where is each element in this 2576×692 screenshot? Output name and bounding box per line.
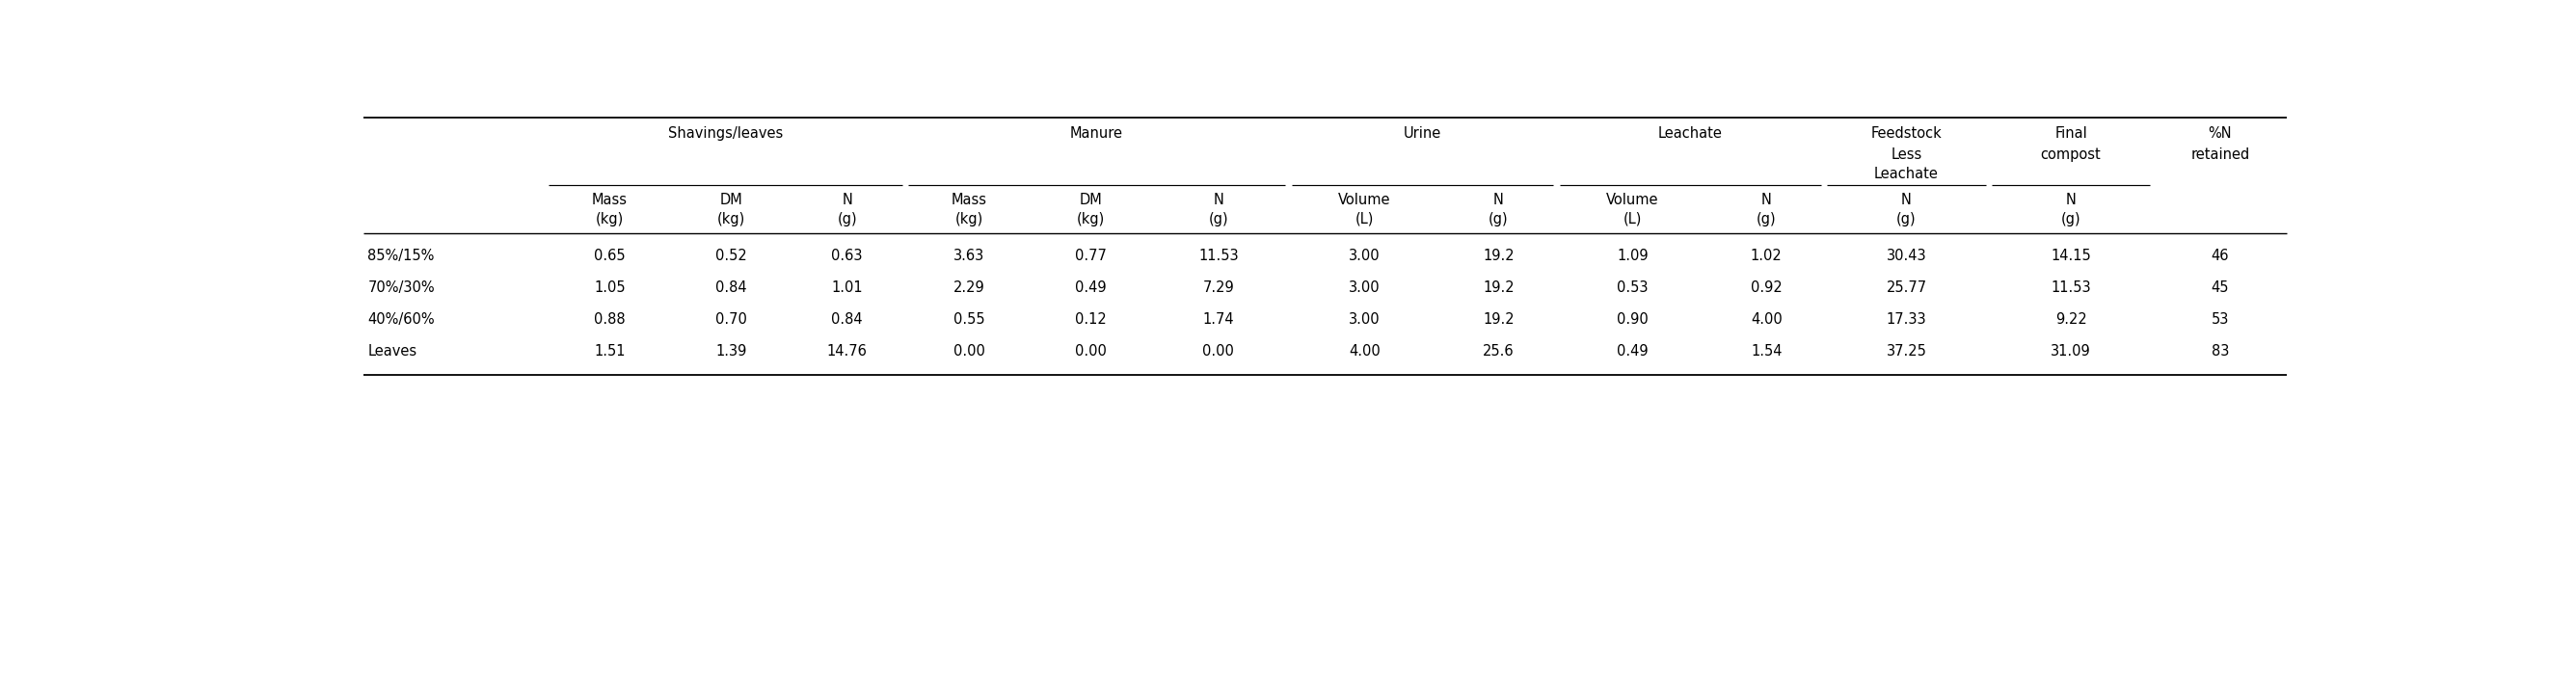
- Text: Leachate: Leachate: [1875, 167, 1940, 181]
- Text: 0.88: 0.88: [595, 313, 626, 327]
- Text: 9.22: 9.22: [2056, 313, 2087, 327]
- Text: 53: 53: [2210, 313, 2228, 327]
- Text: 19.2: 19.2: [1484, 248, 1515, 263]
- Text: 0.49: 0.49: [1618, 345, 1649, 359]
- Text: retained: retained: [2190, 147, 2249, 161]
- Text: Manure: Manure: [1069, 126, 1123, 140]
- Text: 3.00: 3.00: [1350, 281, 1381, 295]
- Text: DM: DM: [1079, 193, 1103, 208]
- Text: N: N: [1901, 193, 1911, 208]
- Text: Leaves: Leaves: [368, 345, 417, 359]
- Text: N: N: [2066, 193, 2076, 208]
- Text: 2.29: 2.29: [953, 281, 984, 295]
- Text: 11.53: 11.53: [2050, 281, 2092, 295]
- Text: 3.00: 3.00: [1350, 248, 1381, 263]
- Text: 0.84: 0.84: [832, 313, 863, 327]
- Text: Mass: Mass: [951, 193, 987, 208]
- Text: N: N: [1762, 193, 1772, 208]
- Text: 0.70: 0.70: [716, 313, 747, 327]
- Text: Leachate: Leachate: [1659, 126, 1723, 140]
- Text: 0.00: 0.00: [953, 345, 984, 359]
- Text: Shavings/leaves: Shavings/leaves: [667, 126, 783, 140]
- Text: (g): (g): [1208, 212, 1229, 226]
- Text: 0.77: 0.77: [1074, 248, 1108, 263]
- Text: DM: DM: [719, 193, 742, 208]
- Text: Feedstock: Feedstock: [1870, 126, 1942, 140]
- Text: Less: Less: [1891, 147, 1922, 161]
- Text: 19.2: 19.2: [1484, 281, 1515, 295]
- Text: 14.76: 14.76: [827, 345, 868, 359]
- Text: 1.02: 1.02: [1752, 248, 1783, 263]
- Text: 70%/30%: 70%/30%: [368, 281, 435, 295]
- Text: N: N: [1213, 193, 1224, 208]
- Text: 31.09: 31.09: [2050, 345, 2092, 359]
- Text: 3.00: 3.00: [1350, 313, 1381, 327]
- Text: (g): (g): [2061, 212, 2081, 226]
- Text: 3.63: 3.63: [953, 248, 984, 263]
- Text: 0.92: 0.92: [1752, 281, 1783, 295]
- Text: 0.63: 0.63: [832, 248, 863, 263]
- Text: 17.33: 17.33: [1886, 313, 1927, 327]
- Text: N: N: [1494, 193, 1504, 208]
- Text: (kg): (kg): [595, 212, 623, 226]
- Text: (kg): (kg): [956, 212, 984, 226]
- Text: Volume: Volume: [1607, 193, 1659, 208]
- Text: (kg): (kg): [1077, 212, 1105, 226]
- Text: 37.25: 37.25: [1886, 345, 1927, 359]
- Text: 0.84: 0.84: [716, 281, 747, 295]
- Text: 30.43: 30.43: [1886, 248, 1927, 263]
- Text: 4.00: 4.00: [1350, 345, 1381, 359]
- Text: (g): (g): [1896, 212, 1917, 226]
- Text: 1.74: 1.74: [1203, 313, 1234, 327]
- Text: 0.12: 0.12: [1074, 313, 1108, 327]
- Text: 14.15: 14.15: [2050, 248, 2092, 263]
- Text: (g): (g): [837, 212, 858, 226]
- Text: (g): (g): [1757, 212, 1777, 226]
- Text: 85%/15%: 85%/15%: [368, 248, 435, 263]
- Text: 0.00: 0.00: [1203, 345, 1234, 359]
- Text: (kg): (kg): [716, 212, 744, 226]
- Text: 1.54: 1.54: [1752, 345, 1783, 359]
- Text: 0.55: 0.55: [953, 313, 984, 327]
- Text: 0.53: 0.53: [1618, 281, 1649, 295]
- Text: 11.53: 11.53: [1198, 248, 1239, 263]
- Text: 19.2: 19.2: [1484, 313, 1515, 327]
- Text: 0.49: 0.49: [1074, 281, 1105, 295]
- Text: (g): (g): [1489, 212, 1510, 226]
- Text: 7.29: 7.29: [1203, 281, 1234, 295]
- Text: 83: 83: [2210, 345, 2228, 359]
- Text: Final: Final: [2056, 126, 2087, 140]
- Text: 25.77: 25.77: [1886, 281, 1927, 295]
- Text: compost: compost: [2040, 147, 2102, 161]
- Text: (L): (L): [1355, 212, 1373, 226]
- Text: N: N: [842, 193, 853, 208]
- Text: 4.00: 4.00: [1752, 313, 1783, 327]
- Text: 0.65: 0.65: [595, 248, 626, 263]
- Text: 40%/60%: 40%/60%: [368, 313, 435, 327]
- Text: 1.39: 1.39: [716, 345, 747, 359]
- Text: 1.51: 1.51: [595, 345, 626, 359]
- Text: (L): (L): [1623, 212, 1641, 226]
- Text: 45: 45: [2210, 281, 2228, 295]
- Text: Volume: Volume: [1340, 193, 1391, 208]
- Text: Mass: Mass: [592, 193, 629, 208]
- Text: 25.6: 25.6: [1484, 345, 1515, 359]
- Text: Urine: Urine: [1404, 126, 1443, 140]
- Text: 0.90: 0.90: [1618, 313, 1649, 327]
- Text: 46: 46: [2210, 248, 2228, 263]
- Text: 0.00: 0.00: [1074, 345, 1108, 359]
- Text: 1.01: 1.01: [832, 281, 863, 295]
- Text: %N: %N: [2208, 126, 2231, 140]
- Text: 0.52: 0.52: [716, 248, 747, 263]
- Text: 1.09: 1.09: [1618, 248, 1649, 263]
- Text: 1.05: 1.05: [595, 281, 626, 295]
